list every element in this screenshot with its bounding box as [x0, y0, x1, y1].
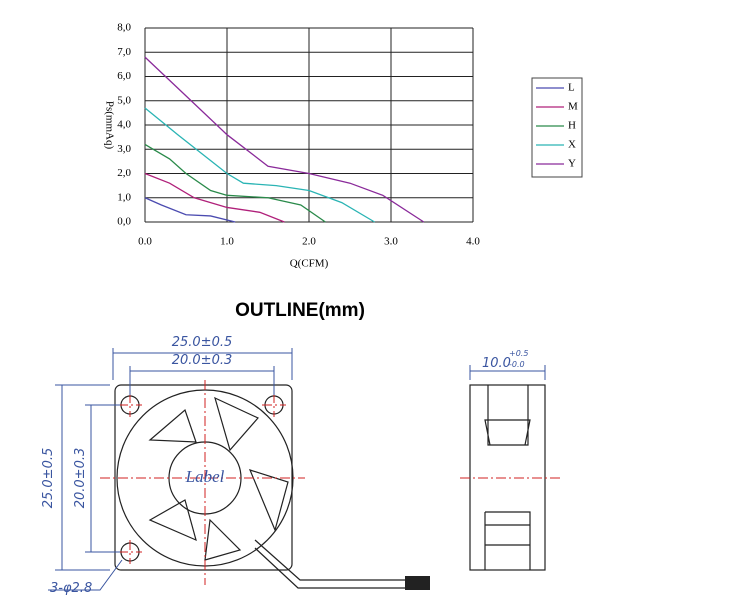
side-view	[460, 384, 560, 571]
y-tick-label: 2,0	[117, 167, 131, 179]
y-tick-label: 8,0	[117, 22, 131, 34]
y-tick-label: 6,0	[117, 70, 131, 82]
dimension-label: 20.0±0.3	[172, 353, 233, 368]
x-axis-label: Q(CFM)	[290, 258, 329, 270]
dimension-label: 25.0±0.5	[41, 448, 56, 509]
tolerance: -0.0	[509, 360, 525, 369]
x-tick-label: 2.0	[302, 236, 316, 248]
dimension-label: 3-φ2.8	[50, 581, 92, 596]
series-line	[144, 56, 425, 223]
y-tick-label: 1,0	[117, 191, 131, 203]
x-tick-label: 1.0	[220, 236, 234, 248]
series-line	[144, 143, 326, 223]
y-tick-label: 7,0	[117, 46, 131, 58]
x-tick-label: 4.0	[466, 236, 480, 248]
series-line	[144, 107, 375, 223]
x-tick-label: 0.0	[138, 236, 152, 248]
legend-label: L	[568, 82, 575, 94]
x-tick-label: 3.0	[384, 236, 398, 248]
dimension-label: 10.0	[482, 356, 511, 371]
series-line	[144, 197, 236, 223]
front-view	[100, 380, 430, 590]
dimension-label: 20.0±0.3	[73, 448, 88, 509]
legend-label: Y	[568, 158, 576, 170]
legend-box	[531, 77, 583, 178]
y-axis-label: Ps(mmAq)	[103, 101, 115, 150]
legend-label: H	[568, 120, 576, 132]
series-line	[144, 172, 285, 223]
label-text: Label	[185, 467, 225, 486]
legend-label: M	[568, 101, 578, 113]
y-tick-label: 5,0	[117, 94, 131, 106]
outline-title: OUTLINE(mm)	[235, 300, 365, 321]
legend-label: X	[568, 139, 576, 151]
y-tick-label: 3,0	[117, 143, 131, 155]
dimensions: 25.0±0.5 20.0±0.3 25.0±0.5 20.0±0.3 3-φ2…	[41, 335, 546, 596]
y-tick-label: 0,0	[117, 216, 131, 228]
dimension-label: 25.0±0.5	[172, 335, 233, 350]
tolerance: +0.5	[509, 349, 528, 358]
y-tick-label: 4,0	[117, 119, 131, 131]
